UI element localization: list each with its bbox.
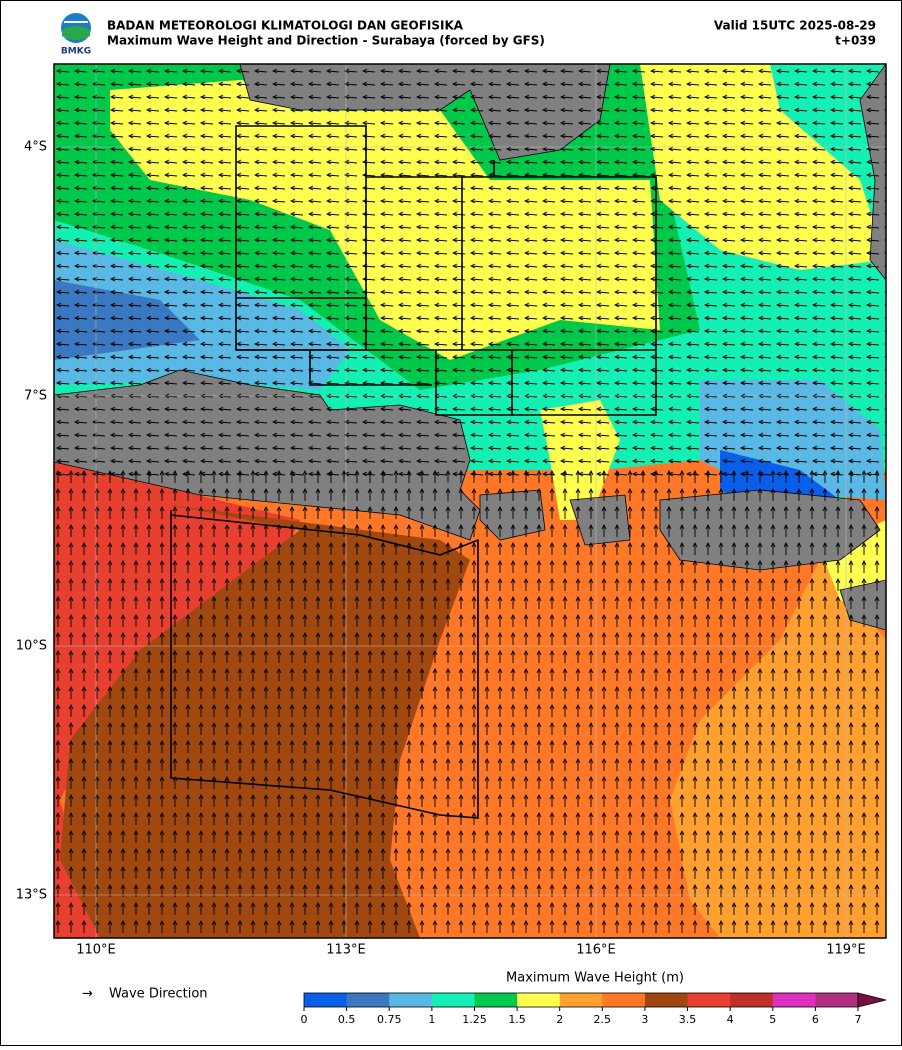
map-frame <box>53 63 887 939</box>
colorbar-frame <box>303 992 859 1008</box>
colorbar-title: Maximum Wave Height (m) <box>506 971 684 986</box>
logo: BMKG <box>61 13 91 57</box>
lon-label: 119°E <box>826 943 866 958</box>
lon-label: 116°E <box>576 943 616 958</box>
colorbar-tick-label: 5 <box>769 1013 776 1026</box>
colorbar-tick-label: 1.25 <box>462 1013 487 1026</box>
colorbar-tick-label: 1 <box>428 1013 435 1026</box>
colorbar-segment <box>815 993 859 1007</box>
colorbar-tick-label: 0 <box>301 1013 308 1026</box>
lat-label: 13°S <box>16 888 47 903</box>
colorbar-tick-label: 3.5 <box>679 1013 697 1026</box>
title: BADAN METEOROLOGI KLIMATOLOGI DAN GEOFIS… <box>107 19 464 33</box>
colorbar-tick-label: 3 <box>641 1013 648 1026</box>
colorbar-segment <box>346 993 390 1007</box>
colorbar-segment <box>559 993 603 1007</box>
colorbar-tick-label: 4 <box>727 1013 734 1026</box>
colorbar-segment <box>474 993 518 1007</box>
colorbar-segment <box>602 993 646 1007</box>
legend-arrow: → <box>82 987 93 1002</box>
colorbar-tick-label: 1.5 <box>508 1013 526 1026</box>
colorbar-segment <box>517 993 561 1007</box>
zones <box>170 125 657 819</box>
graticule <box>54 64 886 938</box>
colorbar-segment <box>431 993 475 1007</box>
lead-time: t+039 <box>835 34 876 48</box>
colorbar-segment <box>772 993 816 1007</box>
colorbar-segment <box>687 993 731 1007</box>
logo-text: BMKG <box>61 47 91 57</box>
lat-label: 4°S <box>24 140 47 155</box>
colorbar-tick-label: 0.5 <box>338 1013 356 1026</box>
colorbar-segment <box>730 993 774 1007</box>
colorbar-tick-label: 2.5 <box>594 1013 612 1026</box>
lon-label: 113°E <box>326 943 366 958</box>
colorbar-segment <box>304 993 348 1007</box>
colorbar-tick-label: 6 <box>812 1013 819 1026</box>
colorbar-segment <box>389 993 433 1007</box>
valid-time: Valid 15UTC 2025-08-29 <box>714 19 876 33</box>
lat-label: 10°S <box>16 639 47 654</box>
map <box>54 64 886 938</box>
colorbar-segment <box>644 993 689 1007</box>
subtitle: Maximum Wave Height and Direction - Sura… <box>107 34 545 48</box>
colorbar-tick-label: 7 <box>855 1013 862 1026</box>
legend-label: Wave Direction <box>109 987 208 1002</box>
lat-label: 7°S <box>24 389 47 404</box>
colorbar-tick-label: 0.75 <box>377 1013 402 1026</box>
lon-label: 110°E <box>76 943 116 958</box>
colorbar-tick-label: 2 <box>556 1013 563 1026</box>
